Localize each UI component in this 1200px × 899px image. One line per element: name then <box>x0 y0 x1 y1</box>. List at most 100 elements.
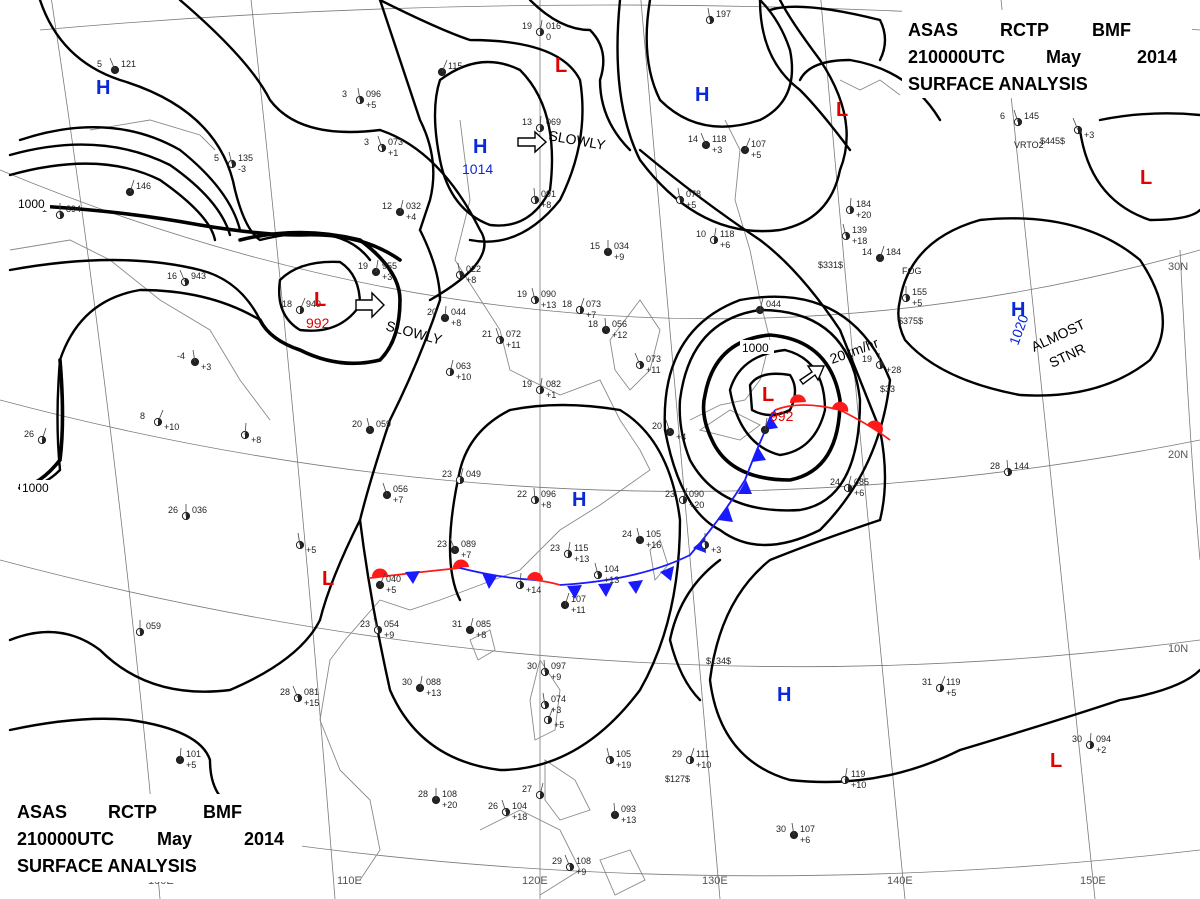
station-tendency: +20 <box>856 210 871 220</box>
special-labels: $445$ VRTO2 $375$ $331$ $134$ $127$ $33 … <box>665 136 1065 784</box>
wind-barb <box>379 572 386 586</box>
wind-barb <box>533 187 536 201</box>
japan-south <box>698 409 761 441</box>
wind-barb <box>543 659 546 673</box>
station-tendency: +7 <box>393 495 403 505</box>
station-pressure: 049 <box>466 469 481 479</box>
isobar-west-1000-lower <box>18 358 65 490</box>
isobar-center-1 <box>8 228 442 693</box>
station-temperature: 29 <box>552 856 562 866</box>
station-tendency: +8 <box>476 630 486 640</box>
wind-barb <box>501 799 507 813</box>
station-plot: 19 +28 <box>862 352 901 375</box>
wind-barb <box>847 475 852 489</box>
cloud-cover-mark <box>705 541 709 549</box>
station-tendency: +5 <box>186 760 196 770</box>
ship-label-7: $33 <box>880 384 895 394</box>
cloud-cover-mark <box>186 512 190 520</box>
station-pressure: 111 <box>696 749 710 759</box>
station-pressure: 955 <box>382 261 397 271</box>
station-tendency: +3 <box>1084 130 1094 140</box>
parallel-20n <box>0 399 1200 492</box>
wind-barb <box>449 359 454 373</box>
station-plot: 30 088+13 <box>402 675 441 698</box>
wind-barb <box>179 269 186 283</box>
isobars <box>8 0 1200 812</box>
philippines-south <box>544 759 591 821</box>
station-tendency: +10 <box>456 372 471 382</box>
lon-label-140e: 140E <box>887 875 913 887</box>
wind-barb <box>41 427 47 441</box>
station-tendency: +6 <box>854 488 864 498</box>
station-tendency: +1 <box>546 390 556 400</box>
cold-front-triangles <box>405 415 778 599</box>
cloud-cover-mark <box>540 386 544 394</box>
station-temperature: 27 <box>522 784 532 794</box>
station-temperature: 31 <box>452 619 462 629</box>
wind-barb <box>228 151 233 165</box>
station-tendency: +9 <box>551 672 561 682</box>
wind-barb <box>441 59 448 73</box>
station-pressure: 088 <box>426 677 441 687</box>
station-plot: 31 119+5 <box>922 675 960 698</box>
station-tendency: +5 <box>912 298 922 308</box>
station-pressure: 101 <box>186 749 201 759</box>
cloud-cover-mark <box>545 668 549 676</box>
cloud-cover-mark <box>540 28 544 36</box>
station-pressure: 105 <box>646 529 661 539</box>
wind-barb <box>357 87 361 101</box>
station-pressure: 097 <box>551 661 566 671</box>
isobar-west-big <box>18 288 262 488</box>
station-temperature: 30 <box>776 824 786 834</box>
cloud-cover-mark <box>1078 126 1082 134</box>
station-plot: 184+20 <box>845 197 871 220</box>
station-tendency: +8 <box>251 435 261 445</box>
station-tendency: 0 <box>546 32 551 42</box>
wind-barb <box>700 132 707 146</box>
wind-barb <box>689 747 695 761</box>
wind-barb <box>109 57 116 71</box>
cloud-cover-mark <box>378 626 382 634</box>
station-temperature: 15 <box>590 241 600 251</box>
station-plot: 23 054+9 <box>360 617 399 640</box>
isobar-east-outer <box>638 148 887 522</box>
station-tendency: +8 <box>466 275 476 285</box>
isobar-east-high <box>897 217 1165 397</box>
warm-front-cyclone <box>774 404 891 441</box>
low-center-cyclone: L <box>762 384 774 406</box>
wind-barb <box>244 422 247 436</box>
cloud-cover-mark <box>714 236 718 244</box>
station-pressure: 107 <box>571 594 586 604</box>
wind-barb <box>636 527 641 541</box>
wind-barb <box>157 409 164 423</box>
station-plot: 30 094+2 <box>1072 732 1111 755</box>
station-plot: 101+5 <box>175 747 201 770</box>
station-pressure: 108 <box>576 856 591 866</box>
station-pressure: 144 <box>1014 461 1029 471</box>
low-center-indochina: L <box>322 568 334 590</box>
station-plot: 20 +4 <box>652 419 686 442</box>
station-pressure: 069 <box>546 117 561 127</box>
station-plot: 24 085+6 <box>830 475 869 498</box>
station-temperature: 23 <box>550 543 560 553</box>
station-pressure: 089 <box>461 539 476 549</box>
station-temperature: 23 <box>665 489 675 499</box>
cloud-cover-mark <box>460 271 464 279</box>
wind-barb <box>842 223 847 237</box>
station-plot: 155+5 <box>901 286 927 308</box>
cloud-cover-mark <box>387 491 391 499</box>
wind-barb <box>297 532 301 546</box>
wind-barb <box>594 562 599 576</box>
isobar-east-L <box>1078 112 1200 222</box>
station-tendency: +8 <box>541 500 551 510</box>
station-tendency: +12 <box>612 330 627 340</box>
station-pressure: 105 <box>616 749 631 759</box>
station-plot: 105+19 <box>605 747 631 770</box>
isobar-label-1000-cyclone: 1000 <box>742 341 769 355</box>
header-bottom-month: May <box>157 829 192 849</box>
station-plot: 24 105+16 <box>622 527 661 550</box>
station-temperature: 18 <box>282 299 292 309</box>
station-temperature: 22 <box>517 489 527 499</box>
cloud-cover-mark <box>640 536 644 544</box>
station-plot: 119+10 <box>840 767 866 790</box>
